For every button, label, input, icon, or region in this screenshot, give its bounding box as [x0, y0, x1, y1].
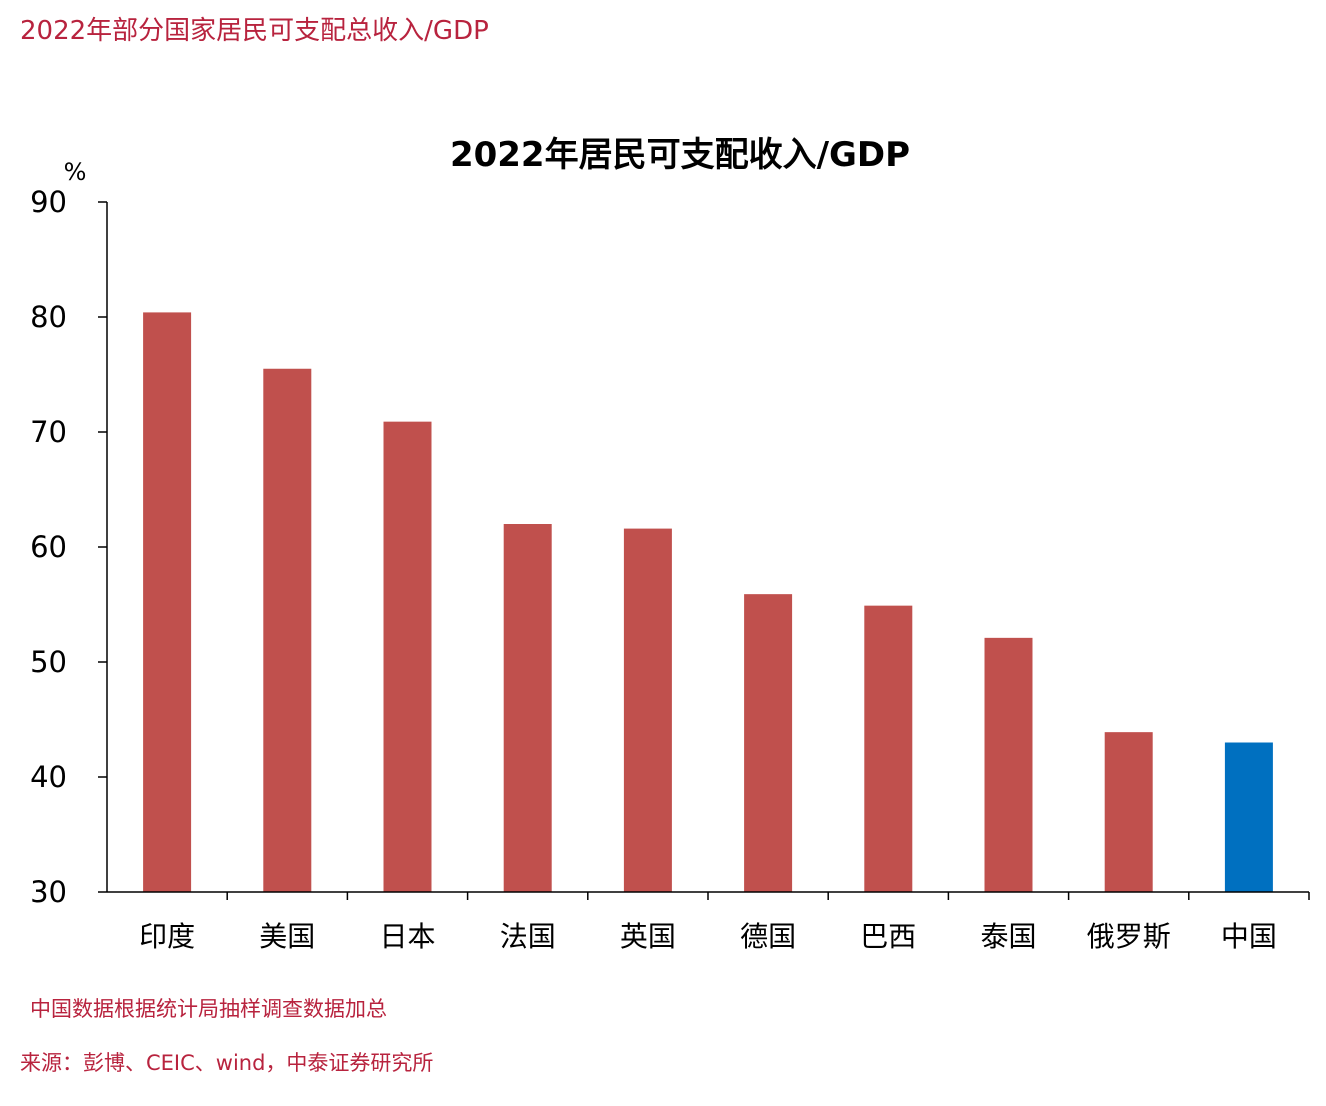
bar-3	[503, 524, 552, 892]
x-tick-label: 法国	[500, 920, 556, 953]
bar-2	[383, 421, 432, 892]
bar-1	[263, 368, 312, 892]
chart-title: 2022年居民可支配收入/GDP	[450, 135, 910, 175]
y-tick-label: 90	[30, 185, 67, 219]
chart-note: 中国数据根据统计局抽样调查数据加总	[30, 997, 387, 1021]
bar-6	[864, 605, 913, 892]
x-tick-label: 英国	[620, 920, 676, 953]
y-tick-label: 60	[30, 530, 67, 564]
x-axis: 印度 美国 日本 法国 英国 德国 巴西 泰国 俄罗斯 中国	[139, 892, 1310, 953]
y-axis-unit-label: %	[64, 158, 87, 186]
bar-7	[984, 637, 1033, 892]
x-tick-label: 中国	[1221, 920, 1277, 953]
bar-0	[143, 312, 192, 892]
x-tick-label: 日本	[379, 920, 435, 953]
y-tick-label: 40	[30, 760, 67, 794]
y-tick-label: 70	[30, 415, 67, 449]
bar-5	[744, 594, 793, 892]
y-tick-label: 30	[30, 875, 67, 909]
x-tick-label: 俄罗斯	[1087, 920, 1171, 953]
y-tick-label: 80	[30, 300, 67, 334]
y-tick-label: 50	[30, 645, 67, 679]
page-heading: 2022年部分国家居民可支配总收入/GDP	[20, 16, 489, 46]
bar-9	[1224, 742, 1273, 892]
bars-group	[143, 312, 1273, 892]
source-note: 来源：彭博、CEIC、wind，中泰证券研究所	[20, 1051, 434, 1075]
bar-4	[623, 528, 672, 892]
x-tick-label: 泰国	[980, 920, 1036, 953]
bar-8	[1104, 732, 1153, 892]
x-tick-label: 巴西	[860, 920, 916, 953]
x-tick-label: 德国	[740, 920, 796, 953]
y-axis: 30 40 50 60 70 80 90	[30, 185, 107, 909]
x-tick-label: 印度	[139, 920, 195, 953]
x-tick-label: 美国	[259, 920, 315, 953]
